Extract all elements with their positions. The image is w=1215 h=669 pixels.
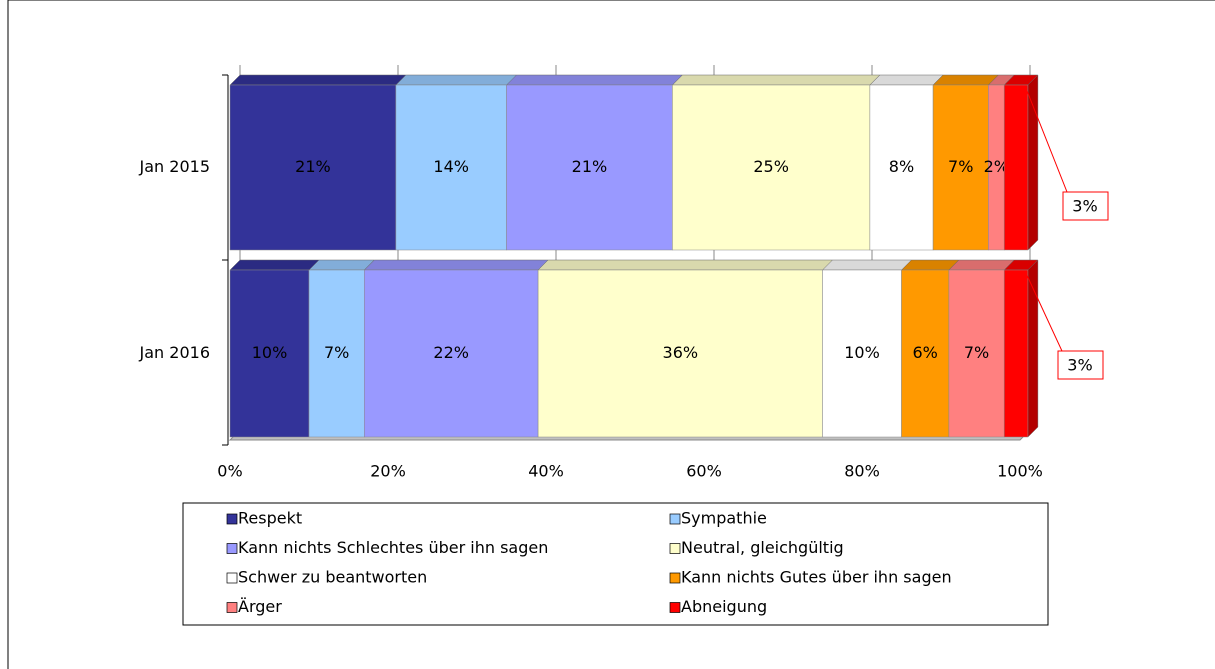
legend-swatch: [226, 543, 238, 554]
legend-label: Ärger: [238, 597, 282, 616]
data-label: 3%: [1072, 197, 1097, 216]
legend-label: Respekt: [238, 509, 302, 528]
bar: [672, 84, 871, 251]
bar-top: [229, 259, 320, 271]
data-label: 6%: [913, 343, 938, 362]
x-tick-label: 0%: [217, 462, 242, 481]
x-tick-label: 40%: [528, 462, 564, 481]
bar-top: [869, 74, 944, 86]
y-tick-label: Jan 2015: [139, 157, 210, 176]
data-label: 25%: [753, 157, 789, 176]
bar: [1003, 269, 1029, 438]
legend-label: Neutral, gleichgültig: [681, 538, 844, 557]
bar-top: [932, 74, 1000, 86]
bar-side: [1027, 259, 1039, 438]
bar-top: [821, 259, 913, 271]
x-tick-label: 60%: [686, 462, 722, 481]
callout-box: [1057, 350, 1104, 380]
legend-label: Kann nichts Schlechtes über ihn sagen: [238, 538, 548, 557]
bar-top: [537, 259, 834, 271]
bar: [229, 84, 397, 251]
bar-top: [395, 74, 518, 86]
legend-swatch: [669, 602, 681, 613]
legend-box: [182, 502, 1049, 626]
legend-swatch: [226, 572, 238, 584]
legend-label: Kann nichts Gutes über ihn sagen: [681, 568, 952, 587]
bar-top: [505, 74, 684, 86]
x-tick-label: 20%: [370, 462, 406, 481]
data-label: 3%: [1067, 356, 1092, 375]
bar-top: [308, 259, 375, 271]
bar-top: [671, 74, 881, 86]
callout-box: [1062, 191, 1109, 221]
bar-side: [1027, 74, 1039, 251]
bar: [822, 269, 902, 438]
bar: [364, 269, 539, 438]
data-label: 7%: [948, 157, 973, 176]
data-label: 8%: [889, 157, 914, 176]
bar-top: [948, 259, 1015, 271]
bar: [932, 84, 989, 251]
bar: [395, 84, 507, 251]
bar-top: [229, 74, 407, 86]
data-label: 36%: [663, 343, 699, 362]
legend-swatch: [226, 513, 238, 525]
bar: [1003, 84, 1029, 251]
x-tick-label: 100%: [997, 462, 1043, 481]
legend-label: Schwer zu beantworten: [238, 568, 427, 587]
bar: [537, 269, 823, 438]
legend-swatch: [669, 543, 681, 554]
bar: [506, 84, 673, 251]
y-tick-label: Jan 2016: [139, 343, 210, 362]
legend-swatch: [669, 572, 681, 584]
legend-swatch: [226, 602, 238, 613]
legend-swatch: [669, 513, 681, 525]
legend-label: Sympathie: [681, 509, 767, 528]
data-label: 21%: [572, 157, 608, 176]
data-label: 10%: [252, 343, 288, 362]
bar: [948, 269, 1005, 438]
data-label: 21%: [295, 157, 331, 176]
bar: [869, 84, 934, 251]
bar: [308, 269, 365, 438]
data-label: 14%: [433, 157, 469, 176]
data-label: 10%: [844, 343, 880, 362]
bar: [901, 269, 950, 438]
data-label: 2%: [984, 157, 1009, 176]
data-label: 22%: [433, 343, 469, 362]
bar-top: [363, 259, 549, 271]
data-label: 7%: [964, 343, 989, 362]
x-tick-label: 80%: [844, 462, 880, 481]
data-label: 7%: [324, 343, 349, 362]
legend-label: Abneigung: [681, 597, 767, 616]
